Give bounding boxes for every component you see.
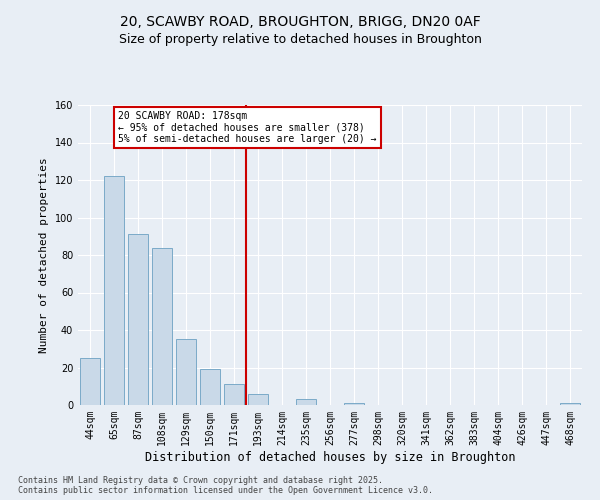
Bar — [224, 384, 244, 405]
Bar — [560, 403, 580, 405]
Bar — [152, 248, 172, 405]
Text: 20, SCAWBY ROAD, BROUGHTON, BRIGG, DN20 0AF: 20, SCAWBY ROAD, BROUGHTON, BRIGG, DN20 … — [119, 15, 481, 29]
Bar — [344, 403, 364, 405]
X-axis label: Distribution of detached houses by size in Broughton: Distribution of detached houses by size … — [145, 450, 515, 464]
Text: Contains HM Land Registry data © Crown copyright and database right 2025.
Contai: Contains HM Land Registry data © Crown c… — [18, 476, 433, 495]
Bar — [104, 176, 124, 405]
Bar — [248, 394, 268, 405]
Bar — [296, 400, 316, 405]
Bar — [200, 370, 220, 405]
Bar — [80, 358, 100, 405]
Bar — [128, 234, 148, 405]
Bar — [176, 340, 196, 405]
Y-axis label: Number of detached properties: Number of detached properties — [39, 157, 49, 353]
Text: 20 SCAWBY ROAD: 178sqm
← 95% of detached houses are smaller (378)
5% of semi-det: 20 SCAWBY ROAD: 178sqm ← 95% of detached… — [118, 111, 377, 144]
Text: Size of property relative to detached houses in Broughton: Size of property relative to detached ho… — [119, 32, 481, 46]
